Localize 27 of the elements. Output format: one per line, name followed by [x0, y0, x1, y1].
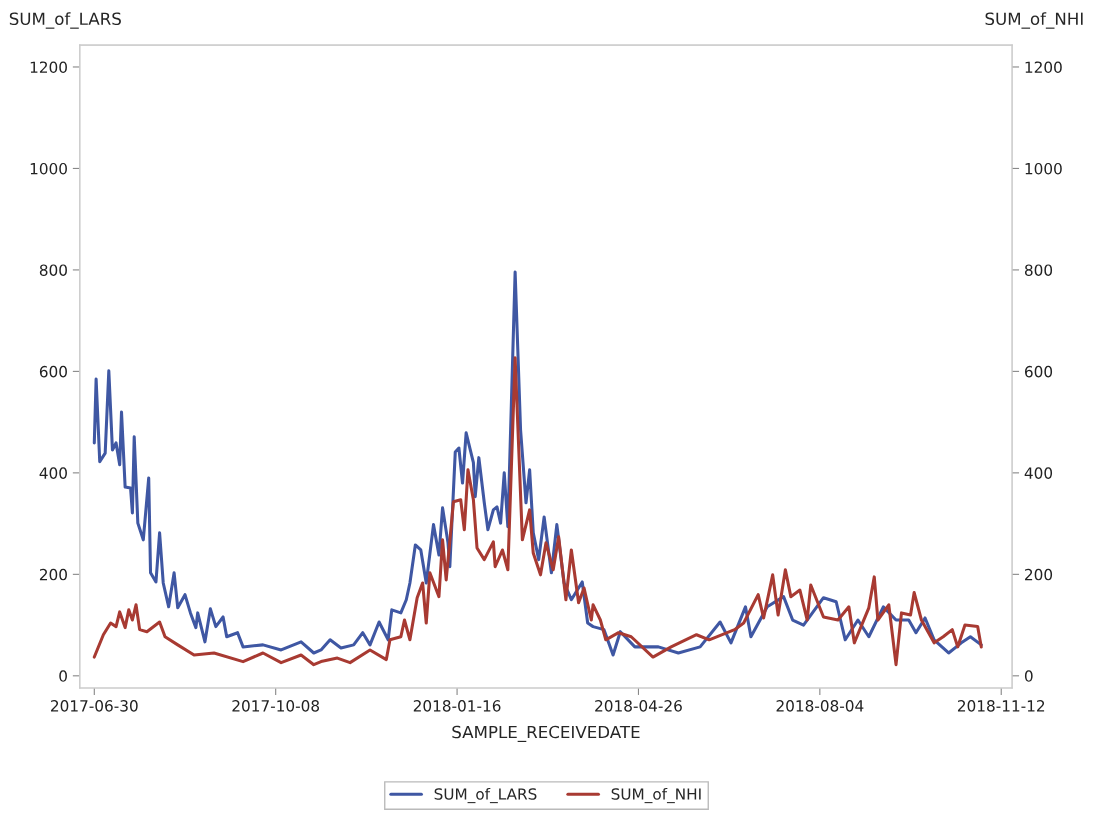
x-tick-label: 2018-04-26 [595, 700, 682, 712]
y2-axis-title: SUM_of_NHI [985, 12, 1083, 29]
y2-tick-label: 0 [1024, 670, 1033, 682]
y2-tick-label: 800 [1024, 264, 1053, 276]
y-tick-label: 800 [39, 264, 67, 276]
y2-tick-label: 1200 [1025, 61, 1062, 73]
y-tick-label: 1000 [30, 162, 67, 175]
y-axis-title: SUM_of_LARS [9, 12, 121, 29]
y2-tick-label: 400 [1024, 467, 1053, 479]
x-axis-title: SAMPLE_RECEIVEDATE [452, 725, 640, 742]
y-tick-label: 1200 [30, 61, 67, 73]
legend-label: SUM_of_LARS [434, 787, 537, 804]
x-tick-label: 2017-06-30 [51, 700, 138, 712]
y2-tick-label: 200 [1025, 568, 1053, 581]
y-tick-label: 600 [39, 365, 67, 378]
legend-label: SUM_of_NHI [611, 787, 701, 804]
y-tick-label: 400 [39, 467, 67, 479]
x-tick-label: 2018-08-04 [776, 700, 864, 712]
line-series [92, 356, 983, 667]
line-series [92, 270, 983, 657]
x-tick-label: 2018-11-12 [957, 700, 1045, 712]
y-tick-label: 200 [39, 568, 67, 581]
y2-tick-label: 1000 [1025, 162, 1062, 175]
y2-tick-label: 600 [1024, 365, 1053, 378]
x-tick-label: 2017-10-08 [232, 700, 320, 712]
x-tick-label: 2018-01-16 [413, 700, 501, 712]
y-tick-label: 0 [59, 670, 67, 682]
